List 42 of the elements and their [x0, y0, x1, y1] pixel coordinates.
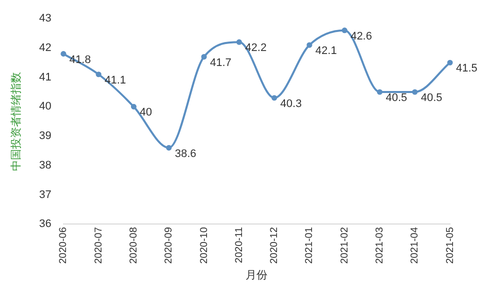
x-tick-label: 2021-01	[304, 226, 316, 264]
y-axis-title: 中国投资者情绪指数	[10, 72, 23, 171]
point	[376, 89, 383, 95]
point	[201, 54, 207, 60]
x-axis-title: 月份	[246, 269, 268, 282]
point	[412, 89, 418, 95]
point	[130, 104, 137, 110]
point	[342, 28, 348, 34]
point	[166, 144, 172, 151]
point	[271, 95, 278, 101]
data-label: 40.3	[280, 98, 302, 110]
x-tick-label: 2021-04	[410, 226, 421, 264]
data-label: 42.1	[315, 45, 337, 58]
y-tick-label: 41	[39, 71, 52, 84]
y-tick-label: 40	[39, 100, 52, 113]
data-label: 38.6	[174, 148, 196, 160]
data-label: 40	[140, 106, 152, 119]
x-tick-label: 2020-07	[93, 226, 104, 264]
data-label: 40.5	[420, 92, 442, 104]
y-tick-label: 43	[39, 12, 52, 25]
x-tick-label: 2020-11	[234, 226, 245, 264]
x-tick-label: 2020-12	[269, 226, 280, 264]
data-label: 40.5	[386, 92, 408, 104]
x-tick-label: 2020-09	[164, 226, 175, 264]
data-label: 41.5	[456, 62, 478, 75]
x-tick-label: 2021-05	[444, 226, 456, 264]
x-tick-label: 2021-02	[339, 226, 350, 264]
x-tick-label: 2020-08	[128, 226, 140, 264]
x-tick-label: 2020-06	[58, 226, 70, 264]
data-label: 41.7	[210, 56, 232, 69]
x-tick-label: 2020-10	[198, 226, 210, 264]
y-tick-label: 38	[39, 159, 52, 172]
point	[236, 39, 242, 45]
x-tick-label: 2021-03	[374, 226, 386, 264]
point	[306, 42, 312, 48]
y-tick-label: 39	[39, 130, 52, 142]
point	[60, 51, 66, 57]
point	[447, 60, 453, 66]
y-tick-label: 36	[39, 218, 52, 230]
point	[96, 72, 102, 78]
y-tick-label: 42	[39, 42, 52, 54]
y-tick-label: 37	[39, 188, 52, 201]
